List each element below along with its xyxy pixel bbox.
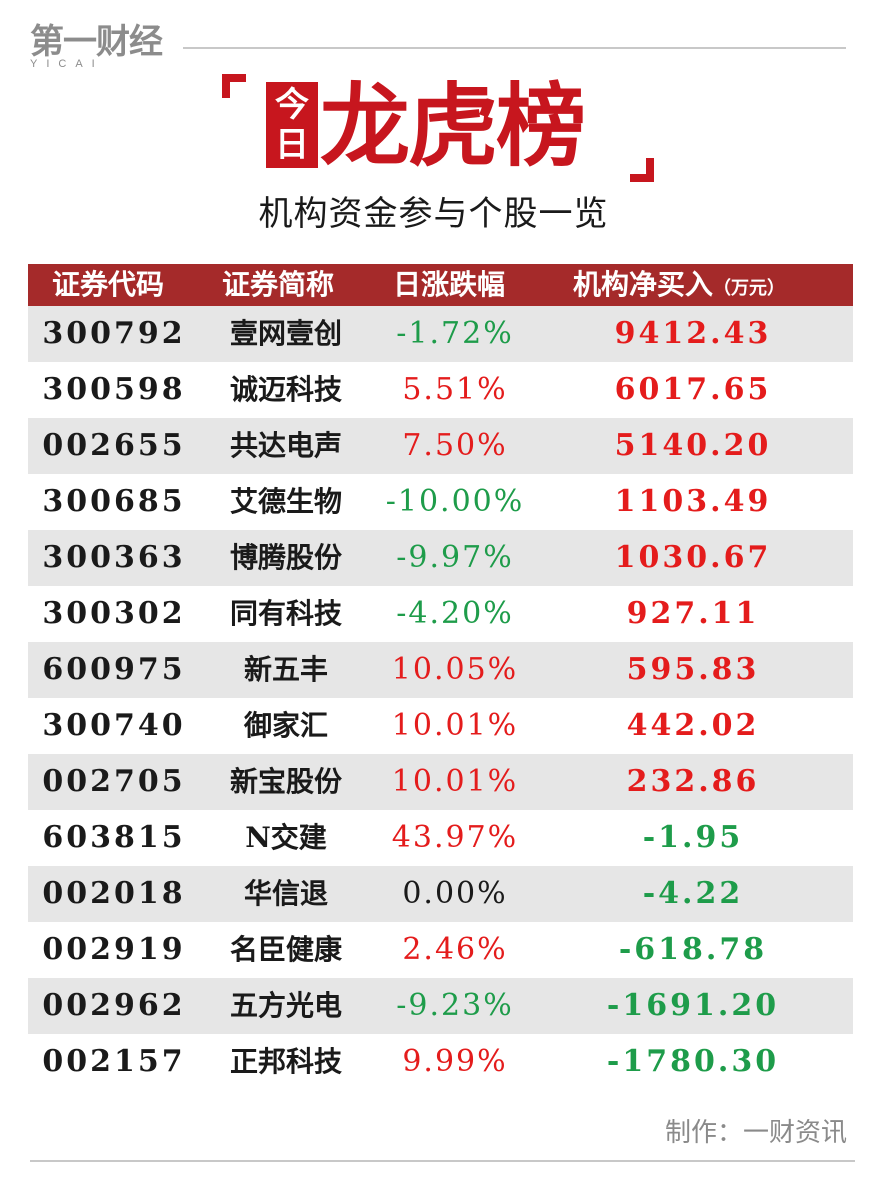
today-char-2: 日 xyxy=(275,125,309,165)
col-header-net-buy: 机构净买入（万元） xyxy=(573,264,785,306)
cell-net-buy: 6017.65 xyxy=(614,372,772,407)
cell-code: 002705 xyxy=(42,764,186,799)
cell-change: 9.99% xyxy=(402,1044,508,1079)
cell-name: 华信退 xyxy=(243,877,328,910)
cell-net-buy: 9412.43 xyxy=(614,316,772,351)
table-row: 300685 艾德生物 -10.00% 1103.49 xyxy=(28,474,853,530)
cell-change: -9.23% xyxy=(396,988,514,1023)
cell-name: 新宝股份 xyxy=(229,765,342,798)
cell-net-buy: 927.11 xyxy=(626,596,760,631)
cell-name: 博腾股份 xyxy=(229,541,342,574)
cell-name: 艾德生物 xyxy=(229,485,342,518)
yicai-logo: 第一财经 YICAI xyxy=(30,22,180,78)
table-row: 002705 新宝股份 10.01% 232.86 xyxy=(28,754,853,810)
table-row: 002919 名臣健康 2.46% -618.78 xyxy=(28,922,853,978)
cell-change: -10.00% xyxy=(385,484,525,519)
cell-net-buy: 595.83 xyxy=(626,652,760,687)
cell-change: 2.46% xyxy=(402,932,508,967)
cell-change: 0.00% xyxy=(402,876,508,911)
col-header-net-buy-label: 机构净买入 xyxy=(573,268,714,301)
cell-code: 300740 xyxy=(42,708,186,743)
cell-name: 五方光电 xyxy=(229,989,342,1022)
cell-change: 5.51% xyxy=(402,372,508,407)
table-row: 300363 博腾股份 -9.97% 1030.67 xyxy=(28,530,853,586)
cell-change: 43.97% xyxy=(391,820,519,855)
cell-net-buy: -618.78 xyxy=(618,932,768,967)
cell-net-buy: -1691.20 xyxy=(606,988,780,1023)
cell-change: 10.01% xyxy=(391,708,519,743)
cell-code: 603815 xyxy=(42,820,186,855)
table-row: 300792 壹网壹创 -1.72% 9412.43 xyxy=(28,306,853,362)
cell-net-buy: 1030.67 xyxy=(614,540,772,575)
cell-name: 壹网壹创 xyxy=(229,317,342,350)
cell-net-buy: -1.95 xyxy=(642,820,744,855)
col-header-change: 日涨跌幅 xyxy=(393,268,506,301)
cell-net-buy: 442.02 xyxy=(626,708,760,743)
cell-name: 新五丰 xyxy=(243,653,328,686)
cell-change: -9.97% xyxy=(396,540,514,575)
cell-name: 名臣健康 xyxy=(229,933,342,966)
cell-code: 300598 xyxy=(42,372,186,407)
cell-net-buy: -1780.30 xyxy=(606,1044,780,1079)
cell-code: 002962 xyxy=(42,988,186,1023)
cell-change: -4.20% xyxy=(396,596,514,631)
page-title: 龙虎榜 xyxy=(320,73,586,179)
cell-name: 正邦科技 xyxy=(229,1045,342,1078)
cell-change: 10.01% xyxy=(391,764,519,799)
cell-name: 诚迈科技 xyxy=(229,373,342,406)
table-header: 证券代码 证券简称 日涨跌幅 机构净买入（万元） xyxy=(28,264,853,306)
cell-code: 002655 xyxy=(42,428,186,463)
cell-net-buy: 232.86 xyxy=(626,764,760,799)
bottom-divider xyxy=(30,1160,855,1162)
cell-change: -1.72% xyxy=(396,316,514,351)
cell-change: 7.50% xyxy=(402,428,508,463)
cell-name: 共达电声 xyxy=(229,429,342,462)
footer-credit: 制作：一财资讯 xyxy=(664,1118,847,1148)
cell-net-buy: -4.22 xyxy=(642,876,744,911)
right-bracket-decoration xyxy=(630,158,654,182)
cell-net-buy: 1103.49 xyxy=(614,484,772,519)
logo-text: 第一财经 xyxy=(30,22,163,62)
table-row: 002655 共达电声 7.50% 5140.20 xyxy=(28,418,853,474)
cell-code: 600975 xyxy=(42,652,186,687)
cell-name: 御家汇 xyxy=(243,709,328,742)
cell-code: 002919 xyxy=(42,932,186,967)
top-divider xyxy=(183,47,846,49)
cell-code: 002018 xyxy=(42,876,186,911)
cell-code: 002157 xyxy=(42,1044,186,1079)
col-header-code: 证券代码 xyxy=(52,268,165,301)
cell-code: 300302 xyxy=(42,596,186,631)
cell-name: N交建 xyxy=(245,821,327,854)
today-char-1: 今 xyxy=(275,85,309,125)
table-row: 002157 正邦科技 9.99% -1780.30 xyxy=(28,1034,853,1090)
cell-code: 300792 xyxy=(42,316,186,351)
institution-table: 证券代码 证券简称 日涨跌幅 机构净买入（万元） 300792 壹网壹创 -1.72… xyxy=(28,264,853,1090)
today-badge: 今 日 xyxy=(266,82,318,168)
page-subtitle: 机构资金参与个股一览 xyxy=(0,186,887,235)
cell-code: 300685 xyxy=(42,484,186,519)
cell-code: 300363 xyxy=(42,540,186,575)
table-row: 002962 五方光电 -9.23% -1691.20 xyxy=(28,978,853,1034)
table-row: 300302 同有科技 -4.20% 927.11 xyxy=(28,586,853,642)
left-bracket-decoration xyxy=(222,74,246,98)
subtitle-text: 机构资金参与个股一览 xyxy=(258,194,609,234)
table-row: 300598 诚迈科技 5.51% 6017.65 xyxy=(28,362,853,418)
col-header-unit: （万元） xyxy=(713,278,786,299)
cell-net-buy: 5140.20 xyxy=(614,428,772,463)
cell-name: 同有科技 xyxy=(229,597,342,630)
table-row: 300740 御家汇 10.01% 442.02 xyxy=(28,698,853,754)
table-row: 600975 新五丰 10.05% 595.83 xyxy=(28,642,853,698)
table-body: 300792 壹网壹创 -1.72% 9412.43 300598 诚迈科技 5.51% 60… xyxy=(28,306,853,1090)
cell-change: 10.05% xyxy=(391,652,519,687)
table-row: 002018 华信退 0.00% -4.22 xyxy=(28,866,853,922)
logo-subtext: YICAI xyxy=(30,58,104,70)
col-header-name: 证券简称 xyxy=(222,268,335,301)
table-row: 603815 N交建 43.97% -1.95 xyxy=(28,810,853,866)
